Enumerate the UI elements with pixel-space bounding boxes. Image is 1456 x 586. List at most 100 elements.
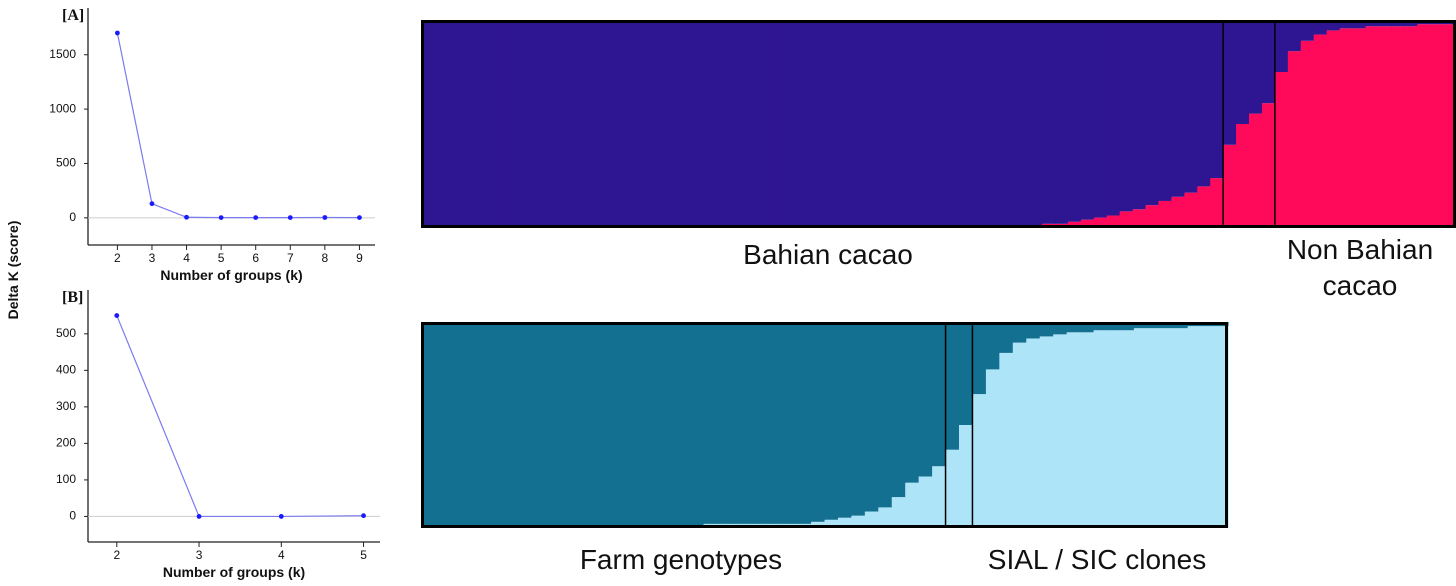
bar-segment xyxy=(1158,20,1172,201)
point xyxy=(253,215,259,221)
bar-segment xyxy=(589,20,603,228)
bar-segment xyxy=(1160,322,1175,329)
bar-segment xyxy=(1053,334,1068,528)
bar-segment xyxy=(459,20,474,228)
bar-segment xyxy=(1012,322,1027,343)
bar-segment xyxy=(938,20,953,228)
bar-segment xyxy=(1210,178,1224,228)
group-label: Bahian cacao xyxy=(743,239,913,270)
bar-segment xyxy=(1120,322,1135,331)
point xyxy=(357,215,362,221)
bar-segment xyxy=(434,322,449,528)
bar-segment xyxy=(1119,211,1134,228)
bar-segment xyxy=(1054,20,1069,224)
bar-segment xyxy=(705,20,720,228)
x-tick-label: 5 xyxy=(218,251,225,265)
bar-segment xyxy=(563,20,577,228)
bar-segment xyxy=(977,20,991,228)
bar-segment xyxy=(1300,40,1315,228)
x-tick-label: 8 xyxy=(322,251,329,265)
bar-segment xyxy=(421,322,436,528)
bar-segment xyxy=(770,322,785,524)
bar-segment xyxy=(446,20,461,228)
bar-segment xyxy=(972,394,987,528)
bar-segment xyxy=(1093,322,1108,331)
bar-segment xyxy=(472,20,487,228)
bar-segment xyxy=(1249,20,1263,114)
bar-segment xyxy=(511,20,526,228)
bar-segment xyxy=(1026,322,1041,339)
bar-segment xyxy=(676,322,691,526)
bar-segment xyxy=(1029,20,1043,226)
bar-segment xyxy=(1287,51,1302,229)
bar-segment xyxy=(1053,322,1068,335)
x-tick-label: 6 xyxy=(252,251,259,265)
bar-segment xyxy=(524,20,539,228)
bar-segment xyxy=(878,507,893,528)
bar-segment xyxy=(474,322,489,526)
bar-segment xyxy=(864,322,879,512)
bar-segment xyxy=(822,20,836,228)
bar-segment xyxy=(809,20,823,228)
plot-border xyxy=(421,322,1228,528)
bar-segment xyxy=(918,322,933,477)
bar-segment xyxy=(1187,326,1202,528)
bar-segment xyxy=(985,322,1000,370)
bar-segment xyxy=(797,322,812,524)
bar-segment xyxy=(1171,20,1185,197)
x-tick-label: 3 xyxy=(149,251,156,265)
bar-segment xyxy=(602,20,616,228)
bar-segment xyxy=(1223,144,1237,228)
bar-segment xyxy=(498,20,513,228)
bar-segment xyxy=(663,322,678,526)
panel-label: [A] xyxy=(62,7,84,24)
bar-segment xyxy=(1378,26,1392,228)
y-tick-label: 300 xyxy=(56,399,76,413)
bar-segment xyxy=(1133,328,1148,528)
bar-segment xyxy=(1158,200,1172,228)
bar-segment xyxy=(1147,328,1162,528)
line xyxy=(116,32,360,219)
bar-segment xyxy=(731,20,746,228)
bar-segment xyxy=(891,322,906,498)
group-label: Farm genotypes xyxy=(579,544,783,575)
bar-segment xyxy=(999,352,1014,528)
bar-segment xyxy=(1160,328,1175,528)
bar-segment xyxy=(757,322,772,524)
bar-segment xyxy=(1145,205,1160,228)
x-tick-label: 4 xyxy=(183,251,190,265)
bar-segment xyxy=(945,449,960,528)
bar-segment xyxy=(959,425,974,528)
bar-segment xyxy=(653,20,668,228)
x-axis-label: Number of groups (k) xyxy=(163,564,305,580)
bar-segment xyxy=(1080,20,1095,220)
point xyxy=(196,514,202,519)
point xyxy=(114,30,120,36)
bar-segment xyxy=(537,20,551,228)
bar-segment xyxy=(1184,20,1198,193)
bar-segment xyxy=(1313,20,1328,35)
bar-segment xyxy=(1352,28,1367,228)
y-tick-label: 0 xyxy=(69,210,76,224)
point xyxy=(218,215,224,221)
y-tick-label: 1000 xyxy=(49,101,76,115)
bar-segment xyxy=(744,20,758,228)
bar-segment xyxy=(1003,20,1017,228)
point xyxy=(149,201,155,207)
x-tick-label: 3 xyxy=(196,548,203,562)
x-axis-label: Number of groups (k) xyxy=(160,267,302,283)
bar-segment xyxy=(1066,322,1081,333)
bar-segment xyxy=(1184,192,1198,228)
bar-segment xyxy=(990,20,1004,228)
bar-segment xyxy=(1145,20,1160,206)
bar-segment xyxy=(1339,28,1354,228)
bar-segment xyxy=(959,322,974,425)
bar-segment xyxy=(1120,330,1135,528)
bar-segment xyxy=(1201,326,1216,528)
bar-segment xyxy=(905,482,920,528)
bar-segment xyxy=(1391,20,1405,27)
y-tick-label: 500 xyxy=(56,326,76,340)
y-tick-label: 400 xyxy=(56,363,76,377)
y-tick-label: 100 xyxy=(56,472,76,486)
